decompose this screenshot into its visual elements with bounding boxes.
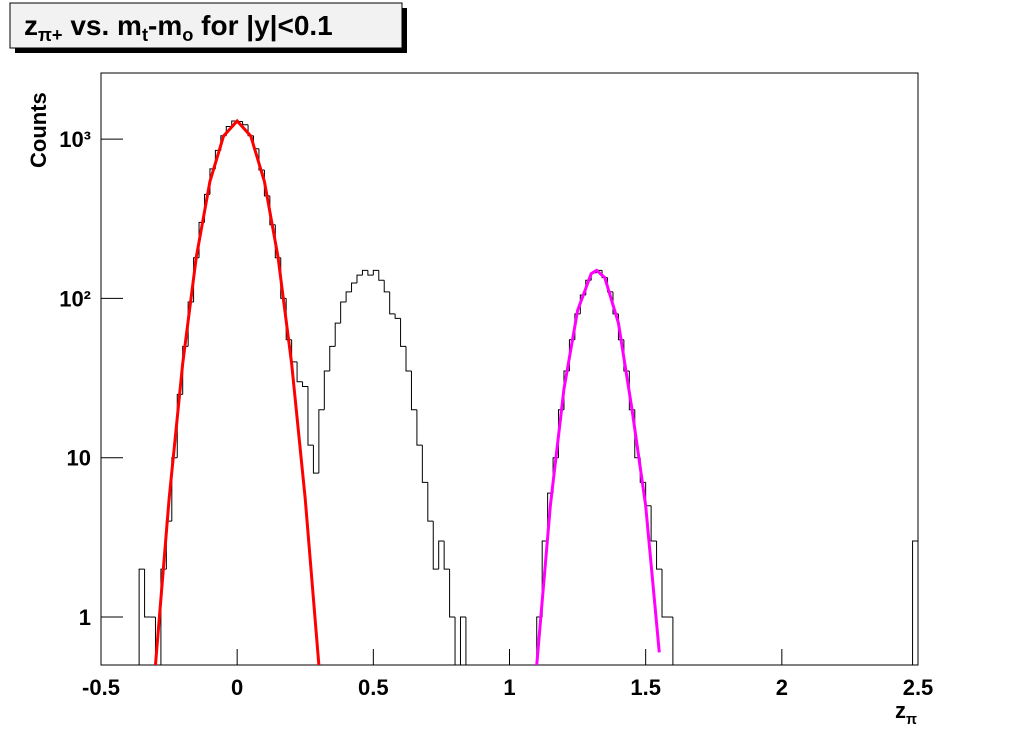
histogram-bin [410,371,417,411]
x-axis-title: zπ [895,698,917,728]
histogram-bin [296,361,303,383]
histogram-bin [302,381,308,387]
histogram-bin [427,482,434,522]
x-tick-label: 0 [231,675,243,700]
histogram-bin [312,445,319,474]
text-piece: vs. m [63,10,142,41]
y-tick-label: 1 [79,605,91,630]
histogram-bin [438,540,445,570]
histogram-bin [258,148,265,171]
histogram-bin [345,291,352,302]
histogram-bin [378,270,385,281]
histogram-bin [144,569,151,618]
histogram-bin [405,346,412,372]
fits [153,118,661,665]
histogram-bin [656,541,663,570]
histogram-bin [432,521,439,570]
text-piece: for |y|<0.1 [193,10,332,41]
x-tick-label: 2 [776,675,788,700]
x-tick-label: -0.5 [82,675,120,700]
text-piece: z [24,10,38,41]
histogram-bin [421,445,428,483]
y-axis-title: Counts [26,92,51,168]
histogram-bin [340,301,347,324]
text-piece: π+ [38,25,63,45]
histogram-bin [307,386,314,446]
histogram-bin [334,322,341,347]
histogram-bin [394,313,401,319]
histogram-bin [443,541,450,570]
text-piece: -m [148,10,182,41]
text-piece: z [895,698,906,723]
x-tick-label: 2.5 [903,675,934,700]
histogram-bin [351,282,357,292]
histogram-bin [416,409,423,446]
histogram-bin [400,318,407,347]
histogram-bin [372,269,379,276]
fit-curve [535,268,661,665]
histogram-bin [454,617,461,665]
histogram-bin [323,370,330,410]
y-tick-label: 10 [67,446,91,471]
histogram-bin [138,568,145,665]
histogram-bin [912,540,918,665]
text-piece: o [182,25,193,45]
histogram-bin [367,270,374,276]
histogram-bin [389,291,396,315]
histogram-bin [361,269,368,276]
histogram-bin [449,569,456,618]
x-tick-label: 1.5 [630,675,661,700]
chart-title: zπ+ vs. mt-mo for |y|<0.1 [24,10,333,45]
y-tick-label: 10³ [59,127,91,152]
fit-curve [153,118,321,665]
x-tick-label: 0.5 [358,675,389,700]
histogram-bin [154,617,161,665]
histogram-bin [318,409,325,474]
histogram-bin [672,617,679,665]
histogram-bin [356,274,363,283]
histogram-bin [459,616,466,665]
y-tick-label: 10² [59,286,91,311]
histogram-bin [661,569,668,618]
title-box [9,2,403,49]
histogram-bin [383,280,390,293]
histogram-bin [650,505,657,542]
text-piece: t [142,25,148,45]
histogram-bin [465,617,472,665]
x-tick-label: 1 [503,675,515,700]
text-piece: π [906,712,917,728]
histogram-bin [329,345,336,372]
